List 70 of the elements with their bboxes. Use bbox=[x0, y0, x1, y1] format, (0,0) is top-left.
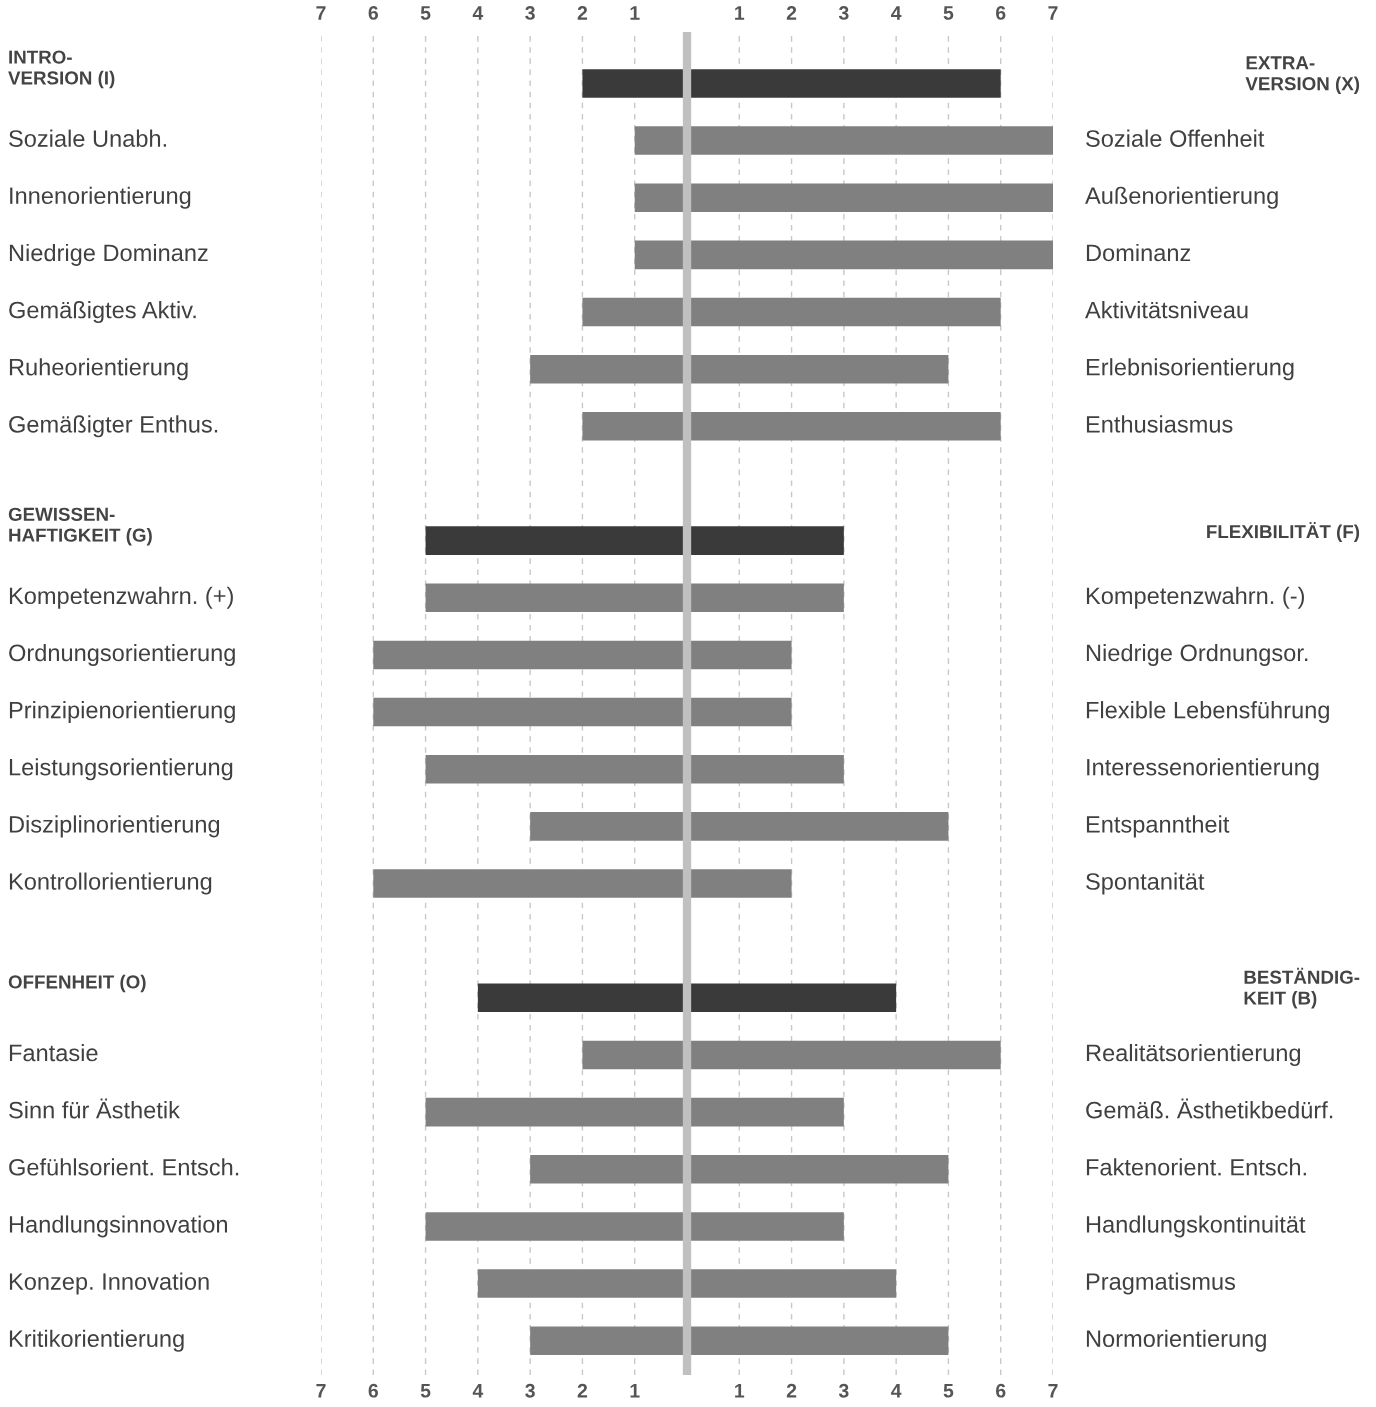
x-tick-label: 7 bbox=[316, 1384, 326, 1398]
y-tick-label: Innenorientierung bbox=[10, 186, 191, 209]
x-tick-label: 2 bbox=[786, 1383, 797, 1398]
x2-tick-label: 4 bbox=[891, 6, 902, 20]
x-tick-label: 4 bbox=[891, 1384, 902, 1398]
x-tick-label: 5 bbox=[420, 1384, 431, 1398]
x-tick-label: 2 bbox=[577, 1383, 588, 1398]
y2-tick-label: Normorientierung bbox=[1086, 1329, 1266, 1352]
x-tick-label: 6 bbox=[996, 1383, 1006, 1398]
x2-tick-label: 3 bbox=[838, 6, 849, 20]
y-tick-label: OFFENHEIT (O) bbox=[8, 974, 146, 993]
x-tick-label: 1 bbox=[735, 1384, 745, 1398]
y-tick-label: Leistungsorientierung bbox=[9, 758, 233, 781]
x2-tick-label: 4 bbox=[472, 6, 484, 20]
y-tick-label: Niedrige Dominanz bbox=[9, 243, 208, 266]
y2-tick-label: Erlebnisorientierung bbox=[1086, 358, 1294, 381]
y-tick-label: Gefühlsorient. Entsch. bbox=[9, 1158, 239, 1176]
y2-tick-label: Interessenorientierung bbox=[1087, 758, 1319, 781]
y-tick-label: Gemäßigtes Aktiv. bbox=[9, 301, 196, 324]
x2-tick-label: 2 bbox=[786, 6, 797, 20]
x-tick-label: 3 bbox=[838, 1383, 849, 1398]
x2-tick-label: 1 bbox=[735, 6, 745, 20]
y-tick-label: Gemäßigter Enthus. bbox=[9, 415, 218, 438]
y-tick-label: Handlungsinnovation bbox=[9, 1215, 227, 1238]
y-tick-label: Kritikorientierung bbox=[9, 1329, 184, 1352]
y2-tick-label: Enthusiasmus bbox=[1086, 415, 1233, 433]
x2-tick-label: 3 bbox=[525, 6, 535, 20]
x2-tick-label: 5 bbox=[420, 6, 431, 20]
x-tick-label: 1 bbox=[630, 1384, 640, 1398]
y-tick-label: Fantasie bbox=[9, 1043, 98, 1062]
x-tick-label: 6 bbox=[368, 1383, 378, 1398]
y2-tick-label: Dominanz bbox=[1086, 243, 1191, 262]
y2-tick-label: BESTÄNDIG- KEIT (B) bbox=[1244, 967, 1360, 1009]
y-tick-label: Ruheorientierung bbox=[9, 358, 188, 381]
y2-tick-label: EXTRA- VERSION (X) bbox=[1245, 56, 1360, 95]
y2-tick-label: Niedrige Ordnungsor. bbox=[1086, 643, 1308, 666]
x2-tick-label: 2 bbox=[577, 6, 588, 20]
x-tick-label: 3 bbox=[525, 1383, 535, 1398]
x-tick-label: 4 bbox=[472, 1384, 484, 1398]
y-tick-label: Kontrollorientierung bbox=[9, 872, 212, 895]
y-tick-label: INTRO- VERSION (I) bbox=[8, 50, 115, 89]
x2-tick-label: 6 bbox=[996, 6, 1006, 20]
y2-tick-label: Entspanntheit bbox=[1086, 815, 1230, 838]
y-tick-label: Prinzipienorientierung bbox=[9, 701, 235, 724]
y-tick-label: GEWISSEN- HAFTIGKEIT (G) bbox=[8, 507, 152, 546]
y2-tick-label: Soziale Offenheit bbox=[1086, 129, 1265, 147]
y2-tick-label: Faktenorient. Entsch. bbox=[1086, 1158, 1306, 1176]
y2-tick-label: Flexible Lebensführung bbox=[1086, 701, 1329, 724]
y2-tick-label: Aktivitätsniveau bbox=[1085, 301, 1248, 319]
y2-tick-label: Handlungskontinuität bbox=[1086, 1215, 1306, 1238]
y2-tick-label: Außenorientierung bbox=[1085, 186, 1278, 209]
y-tick-label: Soziale Unabh. bbox=[9, 129, 166, 147]
y2-tick-label: Kompetenzwahrn. (-) bbox=[1086, 586, 1304, 609]
y2-tick-label: Spontanität bbox=[1086, 872, 1205, 895]
y-tick-label: Kompetenzwahrn. (+) bbox=[9, 586, 233, 609]
x2-tick-label: 1 bbox=[630, 6, 640, 20]
x-tick-label: 7 bbox=[1048, 1384, 1058, 1398]
y2-tick-label: Pragmatismus bbox=[1086, 1272, 1236, 1295]
y-tick-label: Sinn für Ästhetik bbox=[9, 1098, 180, 1119]
x2-tick-label: 7 bbox=[1048, 6, 1058, 20]
y2-tick-label: FLEXIBILITÄT (F) bbox=[1207, 522, 1360, 543]
y-tick-label: Ordnungsorientierung bbox=[9, 643, 235, 666]
x2-tick-label: 6 bbox=[368, 6, 378, 20]
y-tick-label: Konzep. Innovation bbox=[9, 1272, 209, 1295]
x-tick-label: 5 bbox=[943, 1384, 954, 1398]
y2-tick-label: Gemäß. Ästhetikbedürf. bbox=[1086, 1098, 1333, 1119]
x2-tick-label: 5 bbox=[943, 6, 954, 20]
y-tick-label: Disziplinorientierung bbox=[9, 815, 220, 838]
y2-tick-label: Realitätsorientierung bbox=[1086, 1043, 1301, 1066]
x2-tick-label: 7 bbox=[316, 6, 326, 20]
